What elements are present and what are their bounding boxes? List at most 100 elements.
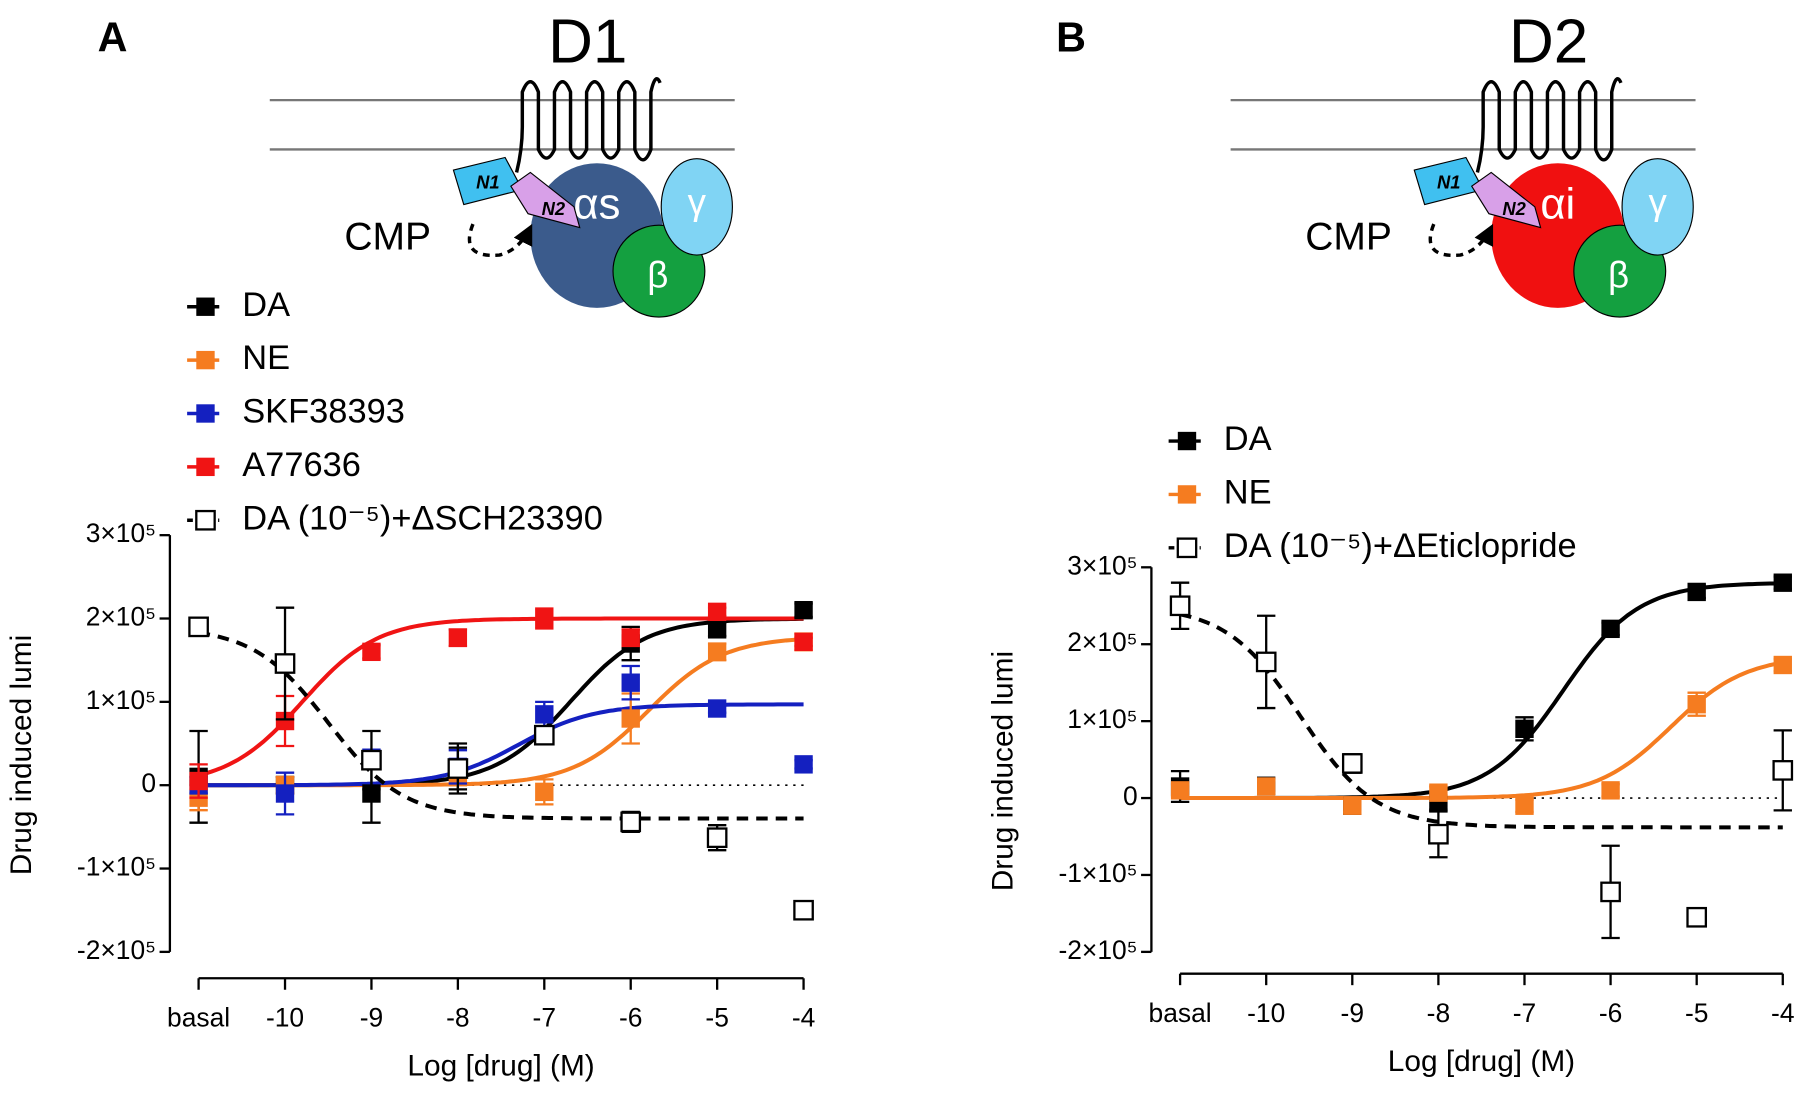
data-point <box>707 620 727 639</box>
data-point <box>1429 783 1448 802</box>
legend-label: DA (10⁻⁵)+ΔSCH23390 <box>242 499 603 537</box>
legend-marker <box>1177 485 1197 504</box>
n1-label: N1 <box>1437 172 1460 193</box>
data-point <box>621 673 640 692</box>
data-point <box>621 628 640 647</box>
data-point <box>1343 796 1362 815</box>
y-tick-label: 2×10⁵ <box>1067 627 1137 657</box>
x-tick-label: -5 <box>1685 998 1708 1028</box>
legend-label: A77636 <box>242 446 361 484</box>
data-point <box>794 755 813 774</box>
data-point <box>535 705 554 724</box>
x-tick-label: -9 <box>1341 998 1364 1028</box>
data-point <box>447 758 469 779</box>
receptor <box>1475 77 1623 173</box>
legend-marker <box>1176 537 1198 559</box>
legend-label: NE <box>242 339 290 377</box>
y-tick-label: 3×10⁵ <box>86 518 156 548</box>
data-point <box>706 827 728 849</box>
beta-label: β <box>1608 255 1629 296</box>
data-point <box>793 899 814 921</box>
data-point <box>1169 595 1191 617</box>
data-point <box>275 784 295 803</box>
gamma-label: γ <box>1648 181 1667 222</box>
data-point <box>1600 881 1621 903</box>
y-axis-label: Drug induced lumi <box>986 651 1019 891</box>
x-tick-label: basal <box>1149 998 1212 1028</box>
receptor <box>514 77 662 173</box>
alpha-label: αs <box>573 180 620 228</box>
x-tick-label: -5 <box>705 1003 728 1033</box>
fit-curve <box>198 616 804 778</box>
x-axis-label: Log [drug] (M) <box>407 1050 594 1083</box>
cmp-arrow <box>1428 223 1494 258</box>
data-point <box>620 811 642 833</box>
y-tick-label: -1×10⁵ <box>77 852 156 882</box>
x-tick-label: -7 <box>1513 998 1536 1028</box>
y-tick-label: 0 <box>1123 781 1138 811</box>
data-point <box>535 782 554 802</box>
data-point <box>1687 695 1706 714</box>
data-point <box>707 642 727 662</box>
data-point <box>1686 906 1708 928</box>
legend-label: SKF38393 <box>242 393 405 431</box>
x-tick-label: -8 <box>446 1003 469 1033</box>
fit-curve <box>1179 612 1783 830</box>
legend-label: NE <box>1224 474 1272 512</box>
data-point <box>1170 781 1190 800</box>
receptor-title: D2 <box>1509 8 1588 77</box>
fit-curve <box>1180 660 1784 801</box>
data-point <box>533 724 555 746</box>
receptor-title: D1 <box>548 8 627 77</box>
x-tick-label: -6 <box>1599 998 1622 1028</box>
data-point <box>1515 796 1534 815</box>
n2-fragment <box>510 171 581 229</box>
y-tick-label: 3×10⁵ <box>1067 550 1137 580</box>
n2-label: N2 <box>542 198 566 219</box>
data-point <box>448 628 468 647</box>
data-point <box>1515 719 1534 739</box>
data-point <box>535 609 554 628</box>
data-point <box>188 616 209 638</box>
legend-marker <box>196 350 215 370</box>
data-point <box>794 632 813 652</box>
data-point <box>1255 651 1277 673</box>
n2-fragment <box>1470 171 1542 229</box>
diagram-b: B D2 αi β γ N1 N2 CMP <box>1056 8 1696 318</box>
y-tick-label: -1×10⁵ <box>1058 858 1137 888</box>
data-point <box>794 600 813 620</box>
data-point <box>1687 582 1706 602</box>
data-point <box>1772 760 1794 781</box>
alpha-label: αi <box>1540 180 1575 228</box>
legend-marker <box>195 509 216 531</box>
y-axis-label: Drug induced lumi <box>5 635 38 875</box>
panel-label: A <box>98 14 128 60</box>
x-tick-label: -6 <box>619 1003 642 1033</box>
x-tick-label: -10 <box>1247 998 1285 1028</box>
data-point <box>275 711 295 731</box>
data-point <box>1428 823 1449 845</box>
data-point <box>707 699 727 718</box>
y-tick-label: -2×10⁵ <box>1058 935 1137 965</box>
x-tick-label: -8 <box>1427 998 1450 1028</box>
data-point <box>189 771 208 791</box>
legend-marker <box>196 297 215 316</box>
y-tick-label: 2×10⁵ <box>86 601 156 631</box>
beta-label: β <box>647 255 668 296</box>
panel-label: B <box>1056 14 1086 60</box>
legend-label: DA (10⁻⁵)+ΔEticlopride <box>1224 527 1577 565</box>
diagram-a: A D1 αs β γ N1 N2 CMP <box>98 8 735 318</box>
data-point <box>1601 619 1620 639</box>
legend-label: DA <box>242 286 290 324</box>
y-tick-label: 0 <box>141 768 156 798</box>
y-tick-label: 1×10⁵ <box>86 685 156 715</box>
data-point <box>1773 573 1792 592</box>
data-point <box>274 653 296 674</box>
y-tick-label: 1×10⁵ <box>1067 704 1137 734</box>
cmp-label: CMP <box>1305 215 1392 258</box>
x-axis-label: Log [drug] (M) <box>1388 1045 1575 1078</box>
gamma-subunit <box>1621 158 1694 256</box>
n1-label: N1 <box>476 172 499 193</box>
